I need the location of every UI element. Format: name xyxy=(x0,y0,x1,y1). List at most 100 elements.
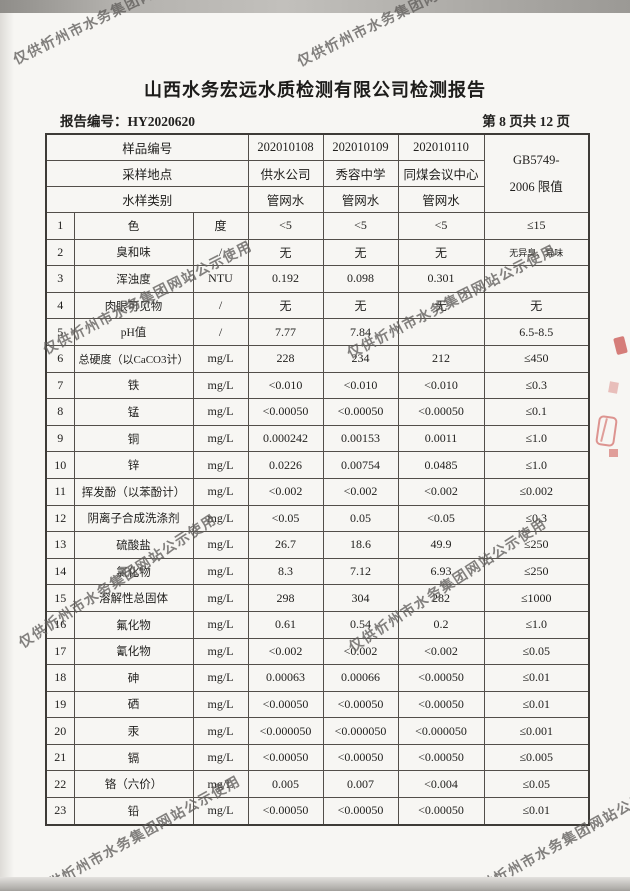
sample2-value: <0.00050 xyxy=(322,398,399,426)
param-name: 锰 xyxy=(73,398,194,426)
limit-value: ≤1.0 xyxy=(483,424,590,453)
header-row-location: 采样地点 供水公司 秀容中学 同煤会议中心 xyxy=(45,160,589,187)
water-quality-table: 样品编号 202010108 202010109 202010110 GB574… xyxy=(45,133,590,826)
param-name: 浑浊度 xyxy=(73,265,194,293)
sample2-location: 秀容中学 xyxy=(322,160,399,187)
param-name: 铁 xyxy=(73,371,194,400)
header-label-location: 采样地点 xyxy=(45,160,249,187)
sample3-value: <5 xyxy=(397,212,485,240)
param-name: 氯化物 xyxy=(73,557,194,586)
sample1-value: <0.05 xyxy=(247,504,324,533)
param-unit: mg/L xyxy=(192,610,249,639)
parameter-row: 23 铅 mg/L <0.00050 <0.00050 <0.00050 ≤0.01 xyxy=(45,797,590,826)
param-unit: mg/L xyxy=(192,664,249,692)
report-title: 山西水务宏远水质检测有限公司检测报告 xyxy=(144,80,486,100)
param-unit: mg/L xyxy=(192,743,249,772)
limit-value: ≤1.0 xyxy=(483,610,590,639)
sample1-type: 管网水 xyxy=(247,186,324,213)
param-no: 3 xyxy=(45,265,75,293)
sample1-value: <0.002 xyxy=(247,637,324,666)
param-unit: / xyxy=(192,238,249,267)
sample3-value: <0.00050 xyxy=(397,743,485,772)
sample1-value: <0.00050 xyxy=(247,743,324,772)
sample2-value: <0.00050 xyxy=(322,743,399,772)
parameter-row: 7 铁 mg/L <0.010 <0.010 <0.010 ≤0.3 xyxy=(45,371,590,400)
limit-value xyxy=(483,265,590,293)
sample3-value: <0.004 xyxy=(397,770,485,799)
sample2-id: 202010109 xyxy=(322,133,399,161)
sample2-value: <0.000050 xyxy=(322,717,399,745)
param-unit: mg/L xyxy=(192,504,249,533)
sample1-value: <0.00050 xyxy=(247,690,324,719)
param-no: 14 xyxy=(45,557,75,586)
limit-value: ≤450 xyxy=(483,344,590,373)
sample3-value: 无 xyxy=(397,238,485,267)
param-name: pH值 xyxy=(73,318,194,346)
sample2-value: <0.002 xyxy=(322,477,399,506)
limit-value: 无 xyxy=(483,291,590,320)
limit-value: ≤0.002 xyxy=(483,477,590,506)
param-no: 4 xyxy=(45,291,75,320)
param-name: 硫酸盐 xyxy=(73,531,194,559)
sample3-value: 6.93 xyxy=(397,557,485,586)
param-name: 铅 xyxy=(73,797,194,826)
sample1-value: 8.3 xyxy=(247,557,324,586)
sample3-value: <0.00050 xyxy=(397,398,485,426)
param-name: 臭和味 xyxy=(73,238,194,267)
limit-value: ≤250 xyxy=(483,531,590,559)
sample3-value: 0.0485 xyxy=(397,451,485,479)
param-unit: / xyxy=(192,291,249,320)
sample1-value: 无 xyxy=(247,238,324,267)
param-unit: mg/L xyxy=(192,637,249,666)
header-label-water-type: 水样类别 xyxy=(45,186,249,213)
sample1-value: 无 xyxy=(247,291,324,320)
param-unit: NTU xyxy=(192,265,249,293)
parameter-row: 3 浑浊度 NTU 0.192 0.098 0.301 xyxy=(45,265,590,293)
parameter-row: 9 铜 mg/L 0.000242 0.00153 0.0011 ≤1.0 xyxy=(45,424,590,453)
param-no: 22 xyxy=(45,770,75,799)
header-label-sample-id: 样品编号 xyxy=(45,133,249,161)
limit-value: ≤0.1 xyxy=(483,398,590,426)
sample2-value: 7.84 xyxy=(322,318,399,346)
sample2-value: 234 xyxy=(322,344,399,373)
sample2-value: 无 xyxy=(322,238,399,267)
limit-column-header: GB5749- 2006 限值 xyxy=(483,133,590,213)
param-no: 13 xyxy=(45,531,75,559)
seal-mark xyxy=(609,449,618,457)
parameter-row: 18 砷 mg/L 0.00063 0.00066 <0.00050 ≤0.01 xyxy=(45,664,590,692)
parameter-row: 4 肉眼可见物 / 无无无无 xyxy=(45,291,590,320)
param-no: 18 xyxy=(45,664,75,692)
param-unit: mg/L xyxy=(192,797,249,826)
sample1-value: 7.77 xyxy=(247,318,324,346)
param-name: 总硬度（以CaCO3计） xyxy=(73,344,194,373)
limit-value: 6.5-8.5 xyxy=(483,318,590,346)
param-no: 2 xyxy=(45,238,75,267)
sample1-location: 供水公司 xyxy=(247,160,324,187)
sample1-value: 0.000242 xyxy=(247,424,324,453)
param-no: 8 xyxy=(45,398,75,426)
sample1-value: 0.005 xyxy=(247,770,324,799)
scan-edge-bottom xyxy=(0,877,630,891)
sample1-value: 0.00063 xyxy=(247,664,324,692)
parameter-row: 15 溶解性总固体 mg/L 298 304 282 ≤1000 xyxy=(45,584,590,612)
sample3-value xyxy=(397,318,485,346)
param-unit: mg/L xyxy=(192,531,249,559)
sample1-id: 202010108 xyxy=(247,133,324,161)
sample1-value: <0.00050 xyxy=(247,797,324,826)
parameter-row: 12 阴离子合成洗涤剂 mg/L <0.05 0.05 <0.05 ≤0.3 xyxy=(45,504,590,533)
parameter-row: 11 挥发酚（以苯酚计） mg/L <0.002 <0.002 <0.002 ≤0.002 xyxy=(45,477,590,506)
param-name: 锌 xyxy=(73,451,194,479)
param-name: 挥发酚（以苯酚计） xyxy=(73,477,194,506)
param-no: 10 xyxy=(45,451,75,479)
sample2-value: 7.12 xyxy=(322,557,399,586)
sample3-value: <0.000050 xyxy=(397,717,485,745)
parameter-row: 1 色度 <5 <5 <5 ≤15 xyxy=(45,212,590,240)
parameter-row: 19 硒 mg/L <0.00050 <0.00050 <0.00050 ≤0.01 xyxy=(45,690,590,719)
param-no: 17 xyxy=(45,637,75,666)
report-number-label: 报告编号： xyxy=(60,114,128,129)
param-no: 6 xyxy=(45,344,75,373)
limit-value: ≤0.01 xyxy=(483,797,590,826)
param-name: 砷 xyxy=(73,664,194,692)
param-unit: mg/L xyxy=(192,717,249,745)
